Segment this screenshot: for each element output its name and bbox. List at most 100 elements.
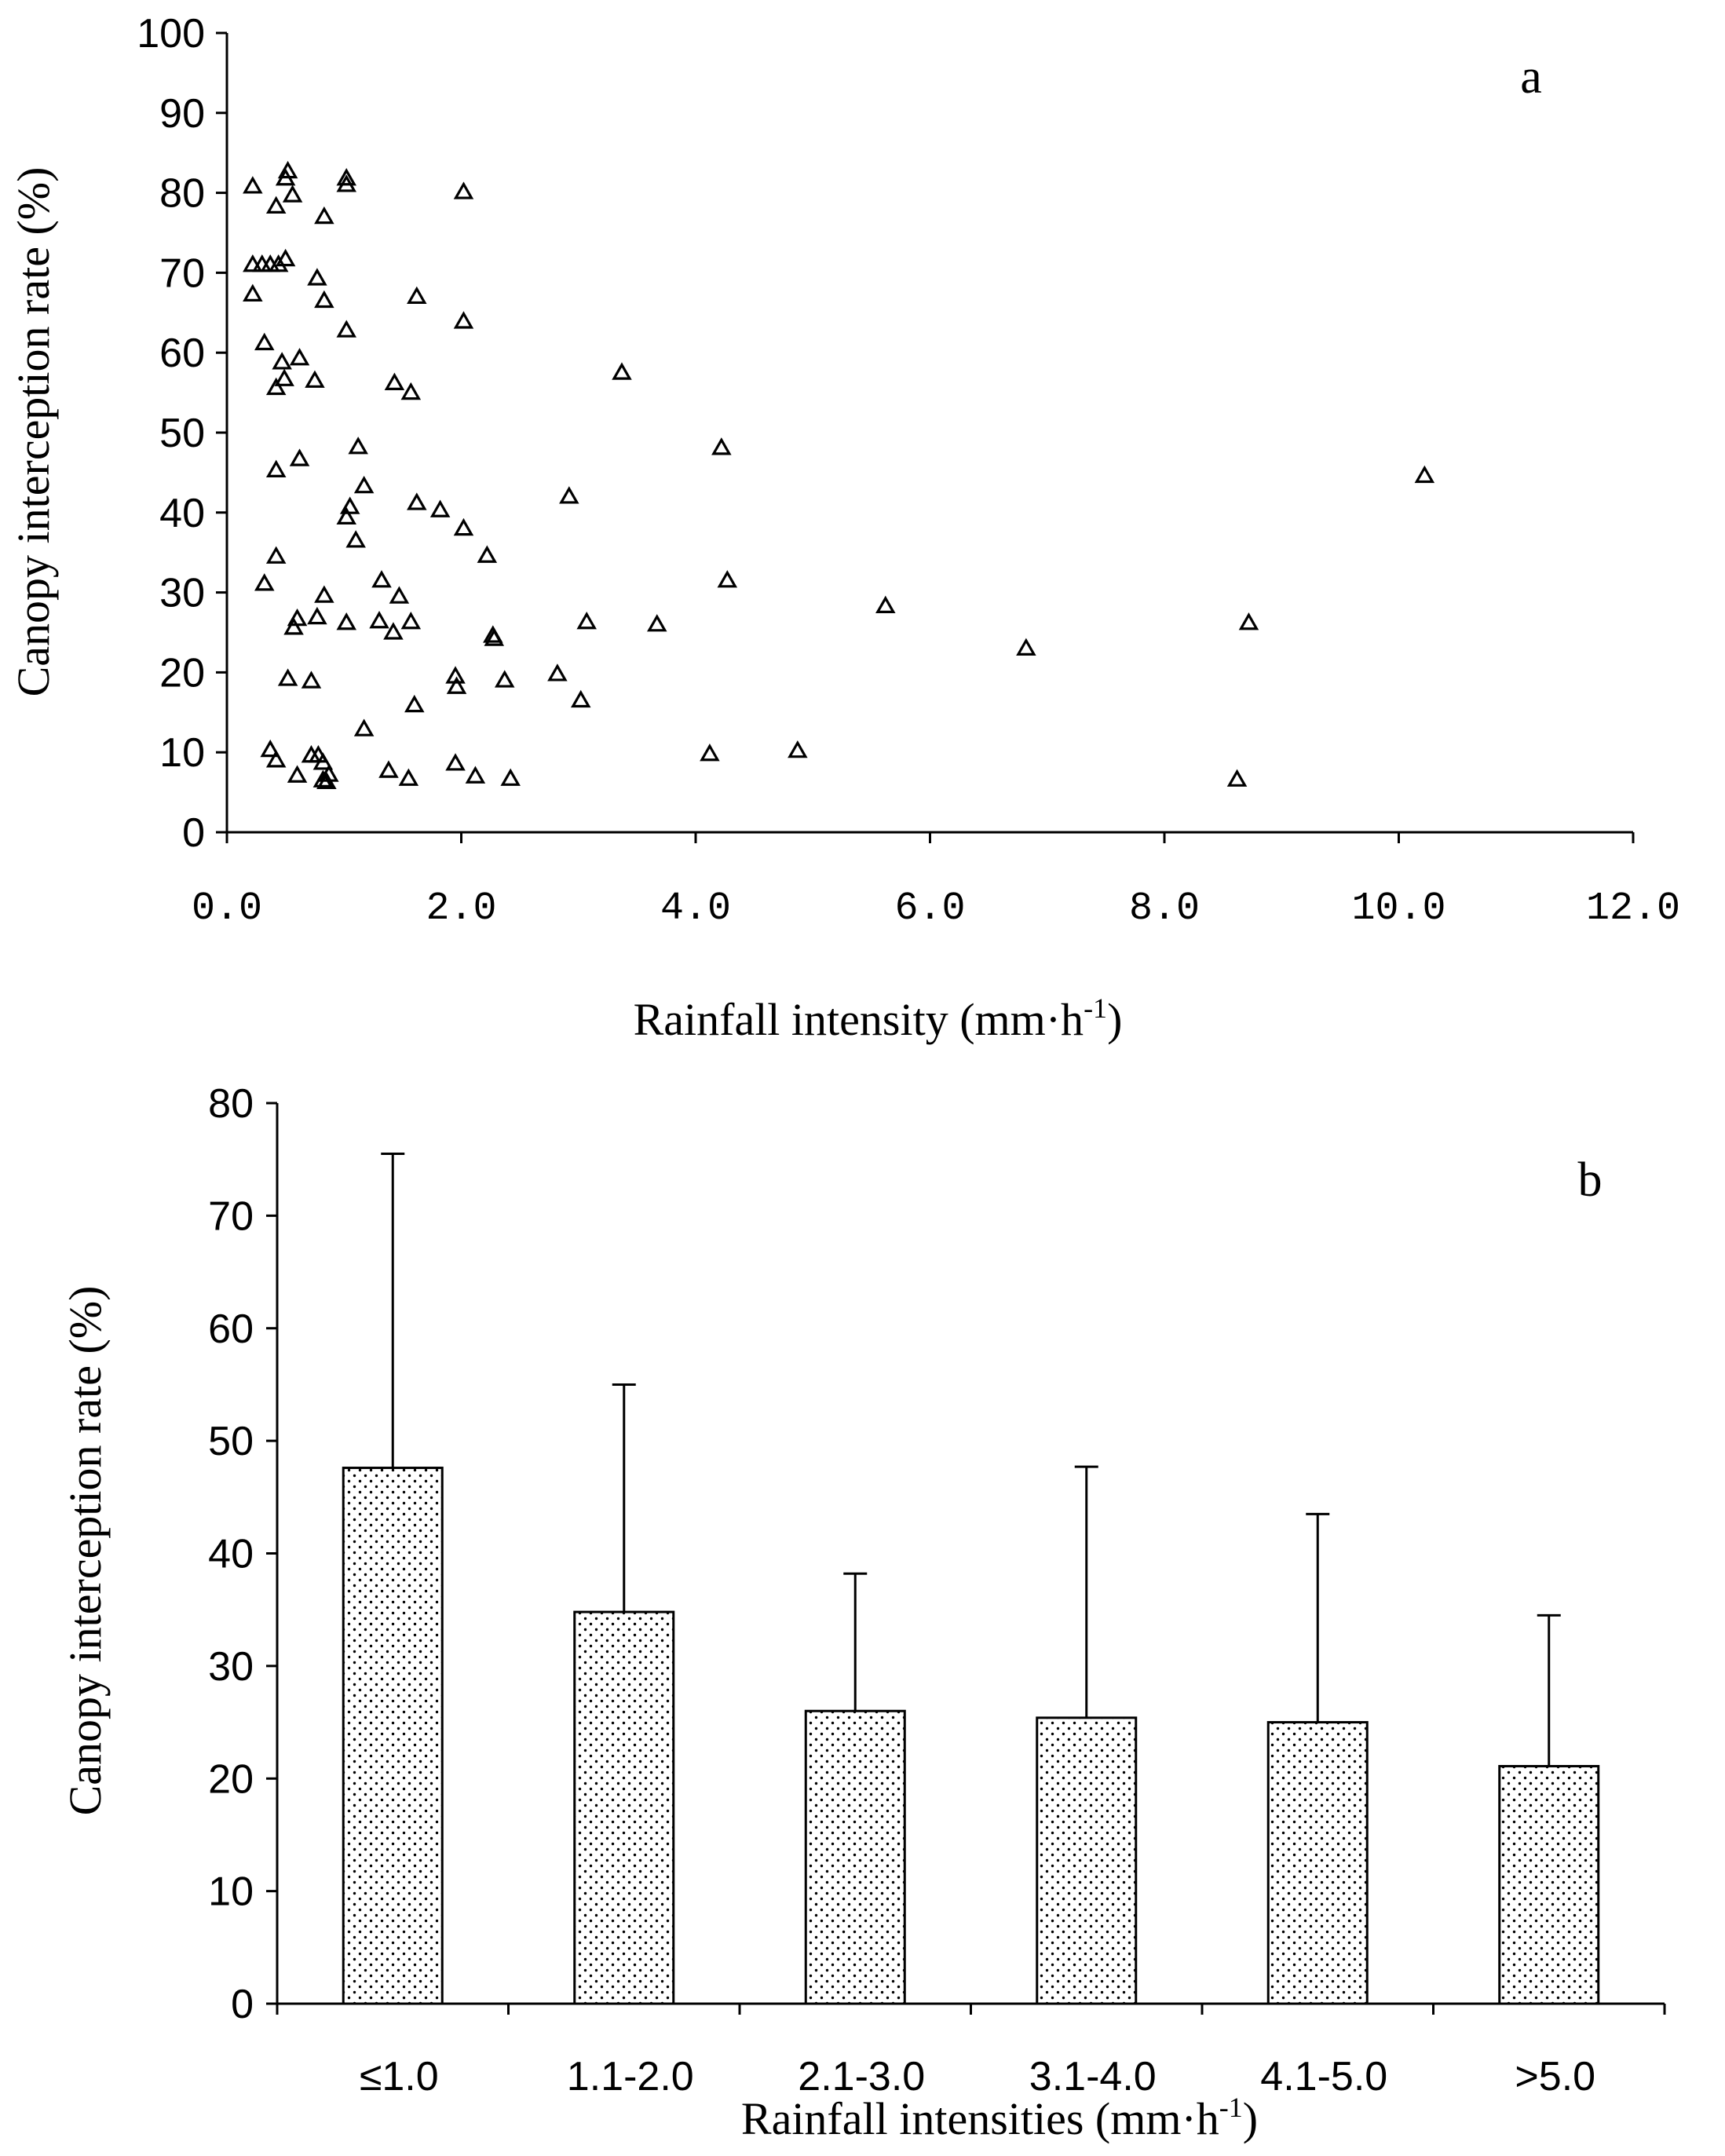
panel-b-bar-group <box>342 1467 1600 2005</box>
data-point-marker <box>369 611 389 629</box>
data-point-marker <box>371 570 392 588</box>
panel-b-y-tick-label: 60 <box>208 1306 254 1352</box>
data-point-marker <box>407 492 427 510</box>
data-point-marker <box>429 499 451 517</box>
bar <box>573 1610 675 2005</box>
data-point-marker <box>465 766 486 784</box>
panel-a-x-tick-label: 6.0 <box>894 886 965 931</box>
bar <box>1036 1716 1138 2005</box>
panel-a-y-tick-label: 30 <box>159 571 205 616</box>
data-point-marker <box>353 475 375 494</box>
data-point-marker <box>484 628 505 646</box>
data-point-marker <box>265 196 287 214</box>
data-point-marker <box>289 448 310 466</box>
panel-b-x-tick-label: 2.1-3.0 <box>798 2054 925 2099</box>
panel-a-scatter: 0 10 20 30 40 50 60 70 80 90 100 0.0 2.0 4.0 6.0 8.0 10… <box>8 11 1680 1045</box>
panel-b-label: b <box>1578 1153 1603 1207</box>
data-point-marker <box>336 612 356 630</box>
data-point-marker <box>275 248 296 267</box>
data-point-marker <box>272 352 292 370</box>
data-point-marker <box>477 545 498 563</box>
panel-b-x-tick-label: 3.1-4.0 <box>1029 2054 1157 2099</box>
data-point-marker <box>570 689 591 708</box>
data-point-marker <box>314 290 334 309</box>
data-point-marker <box>576 612 597 630</box>
panel-a-x-tick-label: 4.0 <box>660 886 731 931</box>
data-point-marker <box>314 206 334 225</box>
panel-a-x-axis-title-sup: -1 <box>1084 992 1107 1024</box>
panel-a-y-tick-label: 0 <box>182 810 205 856</box>
data-point-marker <box>453 181 474 199</box>
data-point-marker <box>378 760 399 778</box>
data-point-marker <box>307 268 327 286</box>
data-point-marker <box>243 254 263 272</box>
panel-b-x-tick-label: 4.1-5.0 <box>1260 2054 1387 2099</box>
data-point-marker <box>243 176 263 194</box>
data-point-marker <box>398 768 419 786</box>
panel-a-y-ticks: 0 10 20 30 40 50 60 70 80 90 100 <box>137 11 227 856</box>
data-point-marker <box>254 573 275 591</box>
data-point-marker <box>646 614 667 632</box>
panel-b-x-axis-title-main: Rainfall intensities (mm·h <box>741 2093 1219 2144</box>
panel-a-x-axis-title: Rainfall intensity (mm·h-1) <box>634 992 1123 1045</box>
data-point-marker <box>500 768 521 786</box>
data-point-marker <box>301 671 322 689</box>
data-point-marker <box>446 676 467 694</box>
data-point-marker <box>282 185 303 203</box>
panel-b-y-tick-label: 80 <box>208 1081 254 1127</box>
panel-a-x-axis-title-main: Rainfall intensity (mm·h <box>634 994 1084 1045</box>
panel-b-y-tick-label: 10 <box>208 1869 254 1915</box>
data-point-marker <box>336 506 356 525</box>
data-point-marker <box>243 283 263 301</box>
panel-b-axes <box>276 1103 1665 2005</box>
panel-a-axes <box>225 33 1633 834</box>
data-point-marker <box>319 764 339 782</box>
panel-a-y-tick-label: 20 <box>159 650 205 696</box>
data-point-marker <box>700 744 720 762</box>
panel-b-x-ticks: ≤1.0 1.1-2.0 2.1-3.0 3.1-4.0 4.1-5.0 >5.0 <box>276 2004 1666 2099</box>
panel-b-error-bars <box>381 1153 1561 1767</box>
panel-a-y-tick-label: 90 <box>159 91 205 137</box>
data-point-marker <box>711 437 732 455</box>
data-point-marker <box>404 694 425 713</box>
data-point-marker <box>400 382 422 400</box>
data-point-marker <box>336 320 356 338</box>
data-point-marker <box>265 750 287 768</box>
data-point-marker <box>265 377 287 396</box>
panel-a-x-tick-label: 2.0 <box>426 886 496 931</box>
data-point-marker <box>717 570 738 588</box>
data-point-marker <box>453 311 474 329</box>
panel-b-y-tick-label: 0 <box>231 1982 254 2027</box>
panel-a-x-axis-title-close: ) <box>1107 994 1122 1045</box>
panel-b-y-tick-label: 30 <box>208 1644 254 1690</box>
panel-b-y-tick-label: 50 <box>208 1419 254 1464</box>
data-point-marker <box>559 486 579 504</box>
data-point-marker <box>383 622 404 640</box>
panel-b-y-tick-label: 40 <box>208 1532 254 1577</box>
panel-a-y-tick-label: 10 <box>159 730 205 776</box>
bar <box>804 1709 906 2005</box>
panel-a-x-ticks: 0.0 2.0 4.0 6.0 8.0 10.0 12.0 <box>192 832 1680 931</box>
panel-b-x-tick-label: 1.1-2.0 <box>567 2054 694 2099</box>
data-point-marker <box>353 718 375 736</box>
data-point-marker <box>1414 465 1435 484</box>
data-point-marker <box>287 765 308 783</box>
data-point-marker <box>1238 612 1259 630</box>
data-point-marker <box>400 612 422 630</box>
panel-b-bars: 0 10 20 30 40 50 60 70 80 ≤1.0 1.1-2.0 2.1-3.0 3.1-… <box>60 1081 1666 2144</box>
data-point-marker <box>389 586 410 604</box>
panel-b-x-tick-label: >5.0 <box>1515 2054 1595 2099</box>
data-point-marker <box>274 368 294 386</box>
panel-a-y-tick-label: 80 <box>159 171 205 217</box>
data-point-marker <box>336 174 356 192</box>
panel-a-x-tick-label: 10.0 <box>1351 886 1445 931</box>
panel-a-y-axis-title: Canopy interception rate (%) <box>8 167 59 697</box>
panel-b-x-axis-title-close: ) <box>1243 2093 1258 2144</box>
data-point-marker <box>547 663 568 682</box>
bar <box>1498 1764 1600 2005</box>
data-point-marker <box>254 332 275 351</box>
panel-b-x-tick-label: ≤1.0 <box>360 2054 439 2099</box>
data-point-marker <box>305 370 325 388</box>
panel-b-y-tick-label: 70 <box>208 1193 254 1239</box>
panel-a-y-tick-label: 40 <box>159 491 205 536</box>
